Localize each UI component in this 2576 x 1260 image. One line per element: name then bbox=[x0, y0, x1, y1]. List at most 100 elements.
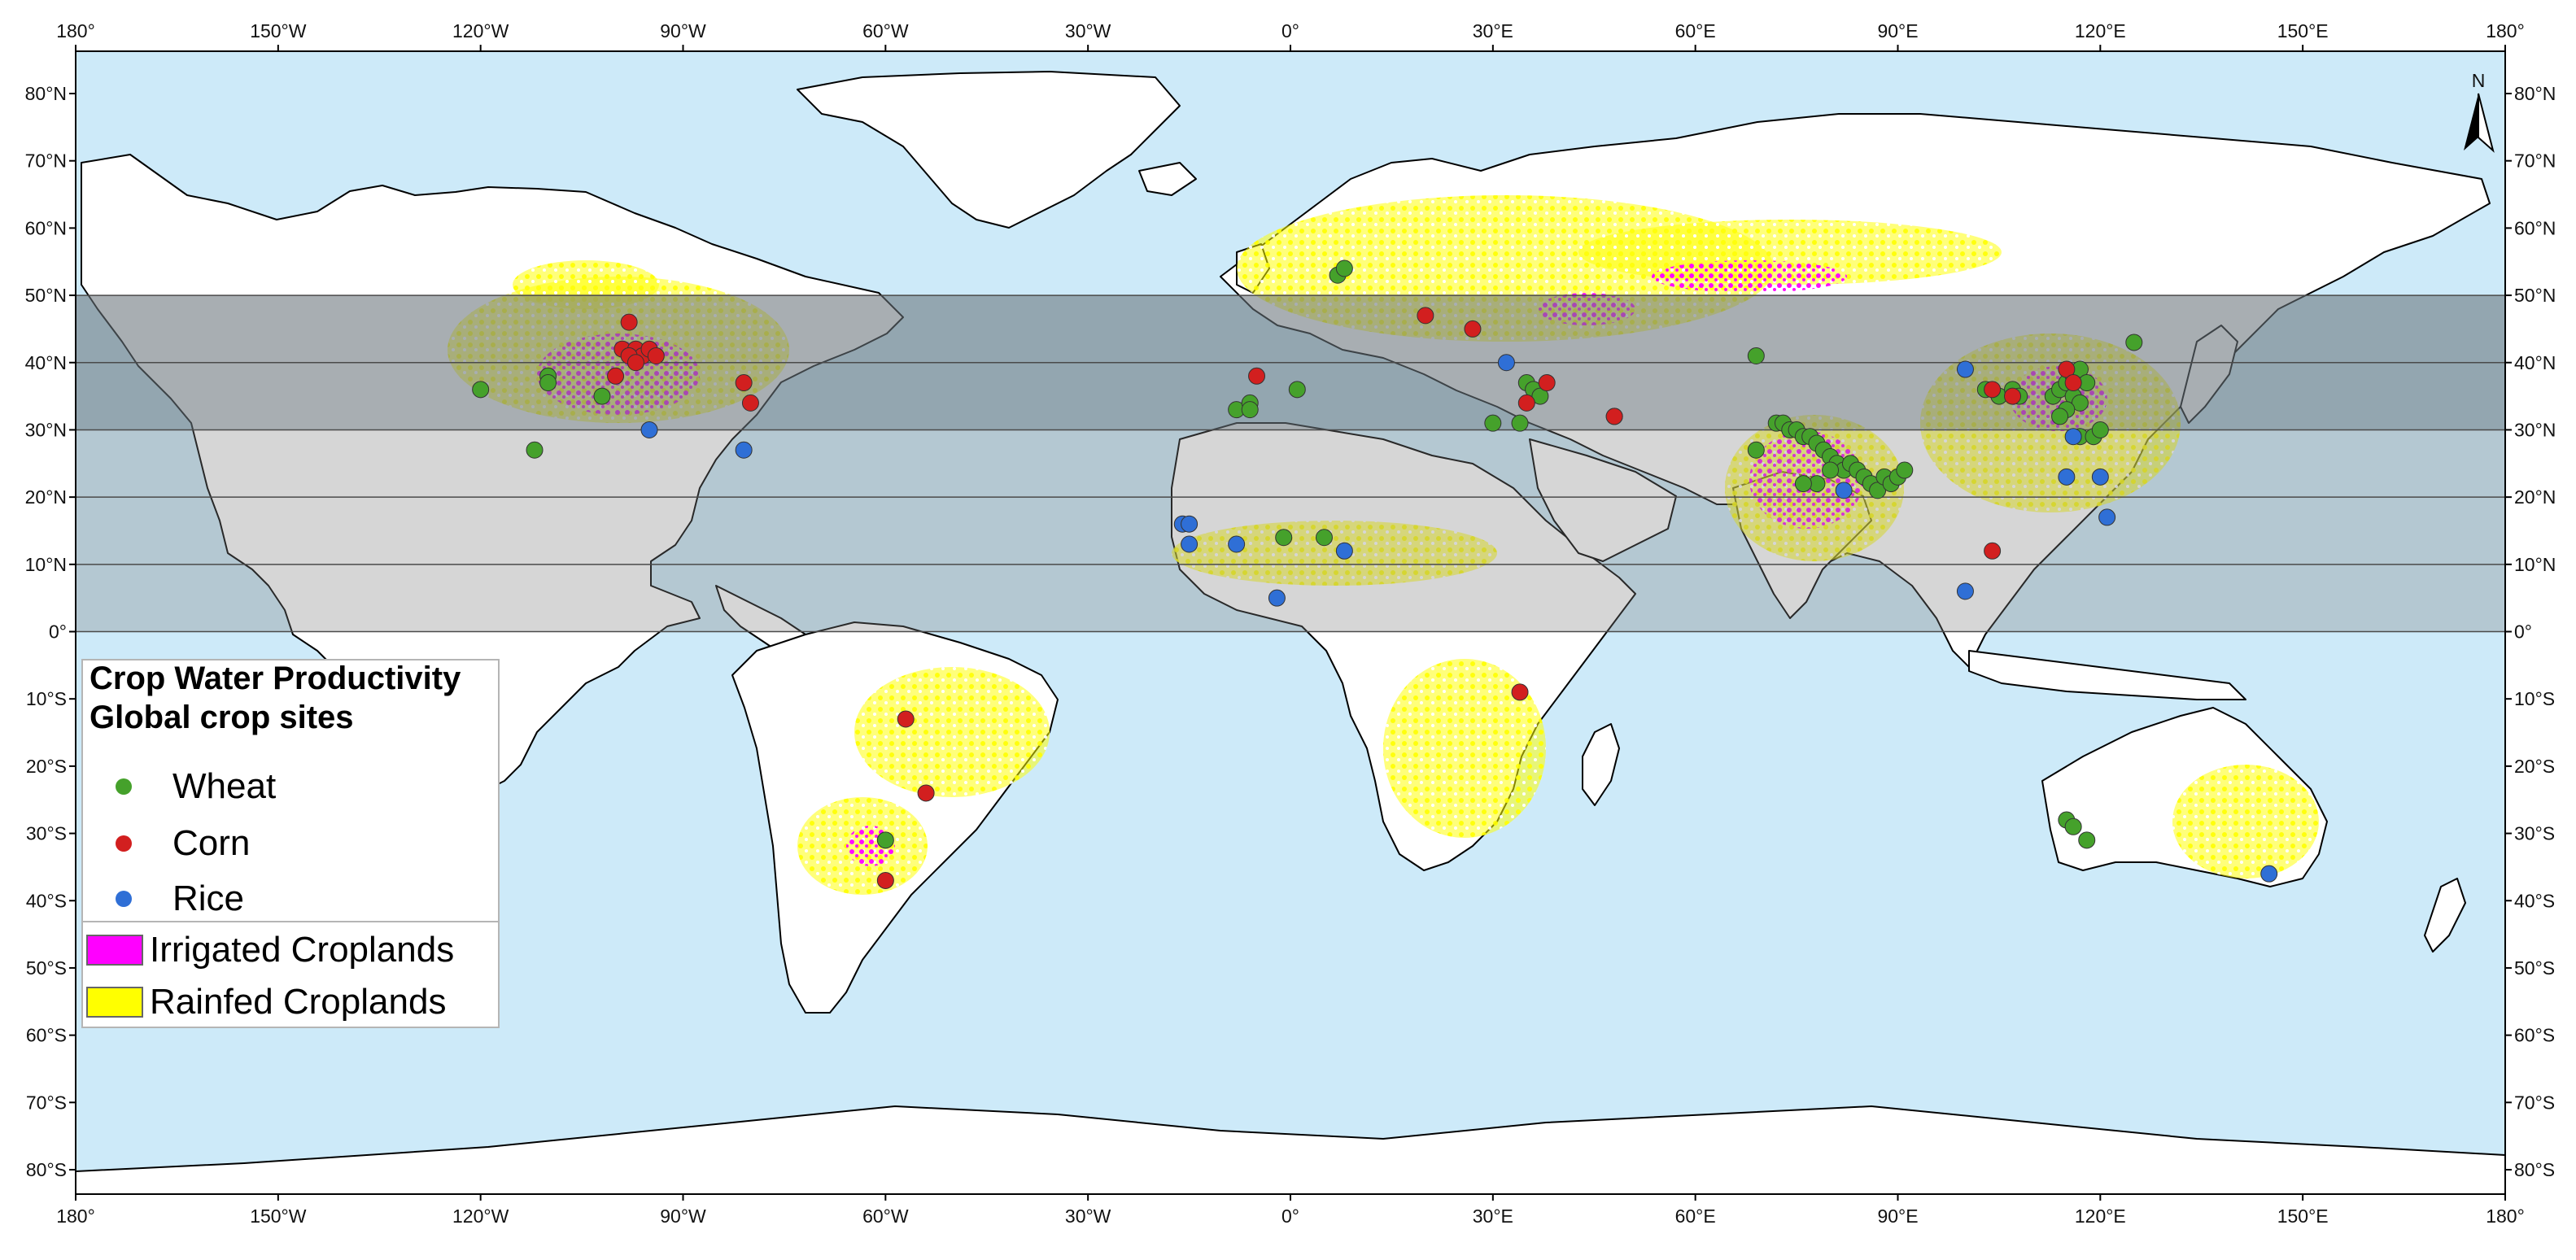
lat-label-left: 10°N bbox=[25, 554, 67, 575]
wheat-site-marker bbox=[1511, 414, 1529, 432]
rice-site-marker bbox=[2260, 865, 2278, 883]
wheat-site-marker bbox=[526, 441, 544, 459]
rice-site-marker bbox=[1181, 535, 1198, 553]
corn-site-marker bbox=[1464, 320, 1482, 338]
lat-label-right: 70°S bbox=[2514, 1092, 2555, 1113]
irrigated-russia bbox=[1652, 260, 1847, 293]
wheat-site-marker bbox=[1241, 401, 1259, 419]
legend-label-corn: Corn bbox=[172, 823, 251, 863]
lat-label-left: 20°N bbox=[25, 486, 67, 508]
rice-site-marker bbox=[1228, 535, 1246, 553]
lat-label-right: 80°N bbox=[2514, 83, 2556, 104]
lon-label-top: 150°E bbox=[2277, 20, 2329, 41]
legend-item-rainfed: Rainfed Croplands bbox=[86, 979, 446, 1025]
lon-label-bottom: 30°E bbox=[1473, 1206, 1513, 1227]
lat-label-left: 60°S bbox=[26, 1025, 67, 1046]
rainfed-swatch-icon bbox=[86, 987, 143, 1018]
rice-site-marker bbox=[2091, 468, 2109, 486]
corn-site-marker bbox=[917, 784, 935, 802]
legend-item-irrigated: Irrigated Croplands bbox=[86, 927, 454, 973]
lon-label-bottom: 90°E bbox=[1877, 1206, 1918, 1227]
lat-label-left: 60°N bbox=[25, 217, 67, 238]
legend-title: Crop Water Productivity bbox=[90, 661, 461, 696]
rainfed-sahel bbox=[1172, 521, 1497, 586]
wheat-site-marker bbox=[1335, 259, 1353, 277]
rice-site-marker bbox=[735, 441, 753, 459]
lat-label-left: 50°S bbox=[26, 957, 67, 979]
lat-label-right: 40°N bbox=[2514, 352, 2556, 373]
latitude-band-0-50N bbox=[76, 295, 2505, 632]
rice-site-marker bbox=[1835, 482, 1853, 499]
rainfed-australia bbox=[2172, 765, 2319, 879]
lon-label-top: 30°E bbox=[1473, 20, 1513, 41]
lon-label-bottom: 180° bbox=[56, 1206, 95, 1227]
wheat-site-marker bbox=[2078, 831, 2096, 849]
corn-site-marker bbox=[647, 347, 665, 364]
corn-site-marker bbox=[620, 313, 638, 331]
legend-label-rainfed: Rainfed Croplands bbox=[150, 982, 447, 1022]
lat-label-right: 50°N bbox=[2514, 285, 2556, 306]
legend-label-rice: Rice bbox=[172, 879, 245, 918]
rice-site-marker bbox=[1335, 542, 1353, 560]
new-zealand bbox=[2424, 878, 2466, 953]
lon-label-top: 120°E bbox=[2075, 20, 2126, 41]
corn-site-marker bbox=[1984, 381, 2002, 399]
wheat-marker-icon bbox=[116, 778, 132, 795]
wheat-site-marker bbox=[472, 381, 490, 399]
corn-site-marker bbox=[741, 394, 759, 412]
lat-label-left: 80°S bbox=[26, 1159, 67, 1180]
wheat-site-marker bbox=[1747, 347, 1765, 364]
wheat-site-marker bbox=[539, 374, 557, 392]
lat-label-right: 30°N bbox=[2514, 419, 2556, 440]
legend-label-wheat: Wheat bbox=[172, 766, 277, 806]
north-arrow: N bbox=[2464, 70, 2495, 153]
lon-label-top: 60°E bbox=[1675, 20, 1716, 41]
rice-site-marker bbox=[1956, 582, 1974, 600]
corn-site-marker bbox=[627, 354, 644, 372]
wheat-site-marker bbox=[593, 387, 611, 405]
rice-site-marker bbox=[2098, 508, 2116, 526]
lat-label-right: 10°N bbox=[2514, 554, 2556, 575]
rice-site-marker bbox=[2064, 428, 2082, 446]
corn-site-marker bbox=[1248, 367, 1266, 385]
legend-divider bbox=[83, 921, 498, 922]
lat-label-left: 0° bbox=[49, 621, 67, 643]
legend-item-rice: Rice bbox=[116, 879, 244, 919]
lat-label-left: 30°N bbox=[25, 419, 67, 440]
corn-site-marker bbox=[607, 367, 625, 385]
wheat-site-marker bbox=[2064, 817, 2082, 835]
crop-site-markers bbox=[472, 259, 2278, 889]
lat-label-left: 50°N bbox=[25, 285, 67, 306]
japan bbox=[2180, 325, 2238, 424]
wheat-site-marker bbox=[1315, 529, 1333, 547]
lat-label-right: 10°S bbox=[2514, 688, 2555, 709]
irrigated-swatch-icon bbox=[86, 935, 143, 966]
lat-label-left: 70°N bbox=[25, 150, 67, 172]
lon-label-bottom: 60°E bbox=[1675, 1206, 1716, 1227]
legend-subtitle: Global crop sites bbox=[90, 700, 354, 735]
rice-site-marker bbox=[1497, 354, 1515, 372]
wheat-site-marker bbox=[2071, 394, 2089, 412]
corn-site-marker bbox=[1605, 408, 1623, 425]
wheat-site-marker bbox=[1794, 475, 1812, 493]
wheat-site-marker bbox=[1869, 482, 1887, 499]
rainfed-brazil bbox=[854, 667, 1050, 797]
corn-site-marker bbox=[2004, 387, 2022, 405]
wheat-site-marker bbox=[2125, 334, 2143, 351]
lon-label-top: 30°W bbox=[1065, 20, 1111, 41]
corn-site-marker bbox=[1517, 394, 1535, 412]
corn-marker-icon bbox=[116, 835, 132, 852]
lat-label-left: 10°S bbox=[26, 688, 67, 709]
wheat-site-marker bbox=[1531, 387, 1549, 405]
lon-label-top: 150°W bbox=[250, 20, 307, 41]
lat-label-right: 60°N bbox=[2514, 217, 2556, 238]
rainfed-se-africa bbox=[1383, 659, 1546, 838]
rice-site-marker bbox=[1956, 360, 1974, 378]
legend-item-corn: Corn bbox=[116, 823, 250, 864]
lon-label-top: 90°E bbox=[1877, 20, 1918, 41]
lon-label-bottom: 120°W bbox=[452, 1206, 509, 1227]
lat-label-right: 0° bbox=[2514, 621, 2532, 643]
lat-label-right: 30°S bbox=[2514, 823, 2555, 844]
lon-label-bottom: 60°W bbox=[862, 1206, 909, 1227]
legend-label-irrigated: Irrigated Croplands bbox=[150, 930, 455, 970]
